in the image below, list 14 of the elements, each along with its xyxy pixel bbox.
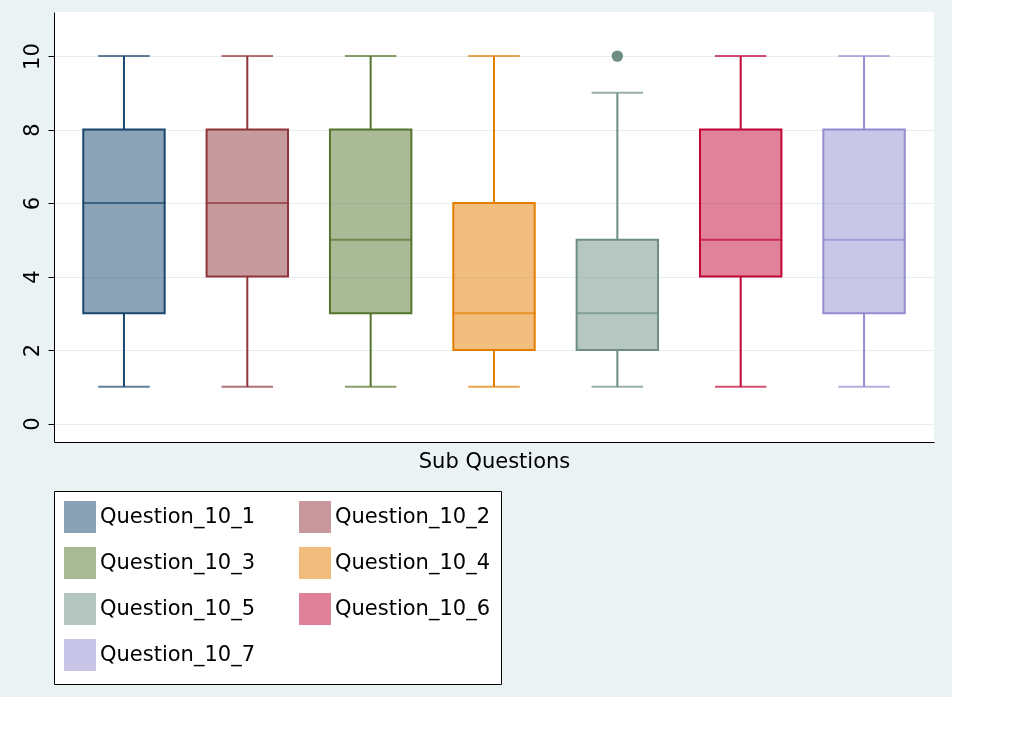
legend-label: Question_10_7 bbox=[100, 642, 256, 667]
y-tick-label: 2 bbox=[19, 343, 44, 358]
legend-label: Question_10_6 bbox=[335, 596, 491, 621]
legend-label: Question_10_4 bbox=[335, 550, 491, 575]
y-tick-label: 8 bbox=[19, 123, 44, 137]
y-tick-label: 0 bbox=[19, 417, 44, 431]
legend-label: Question_10_1 bbox=[100, 504, 256, 529]
legend-label: Question_10_5 bbox=[100, 596, 256, 621]
legend-label: Question_10_3 bbox=[100, 550, 256, 575]
y-tick-label: 10 bbox=[19, 43, 44, 70]
y-tick-label: 6 bbox=[19, 196, 44, 211]
legend-label: Question_10_2 bbox=[335, 504, 491, 529]
x-axis-title: Sub Questions bbox=[418, 448, 571, 473]
y-tick-label: 4 bbox=[19, 270, 44, 284]
